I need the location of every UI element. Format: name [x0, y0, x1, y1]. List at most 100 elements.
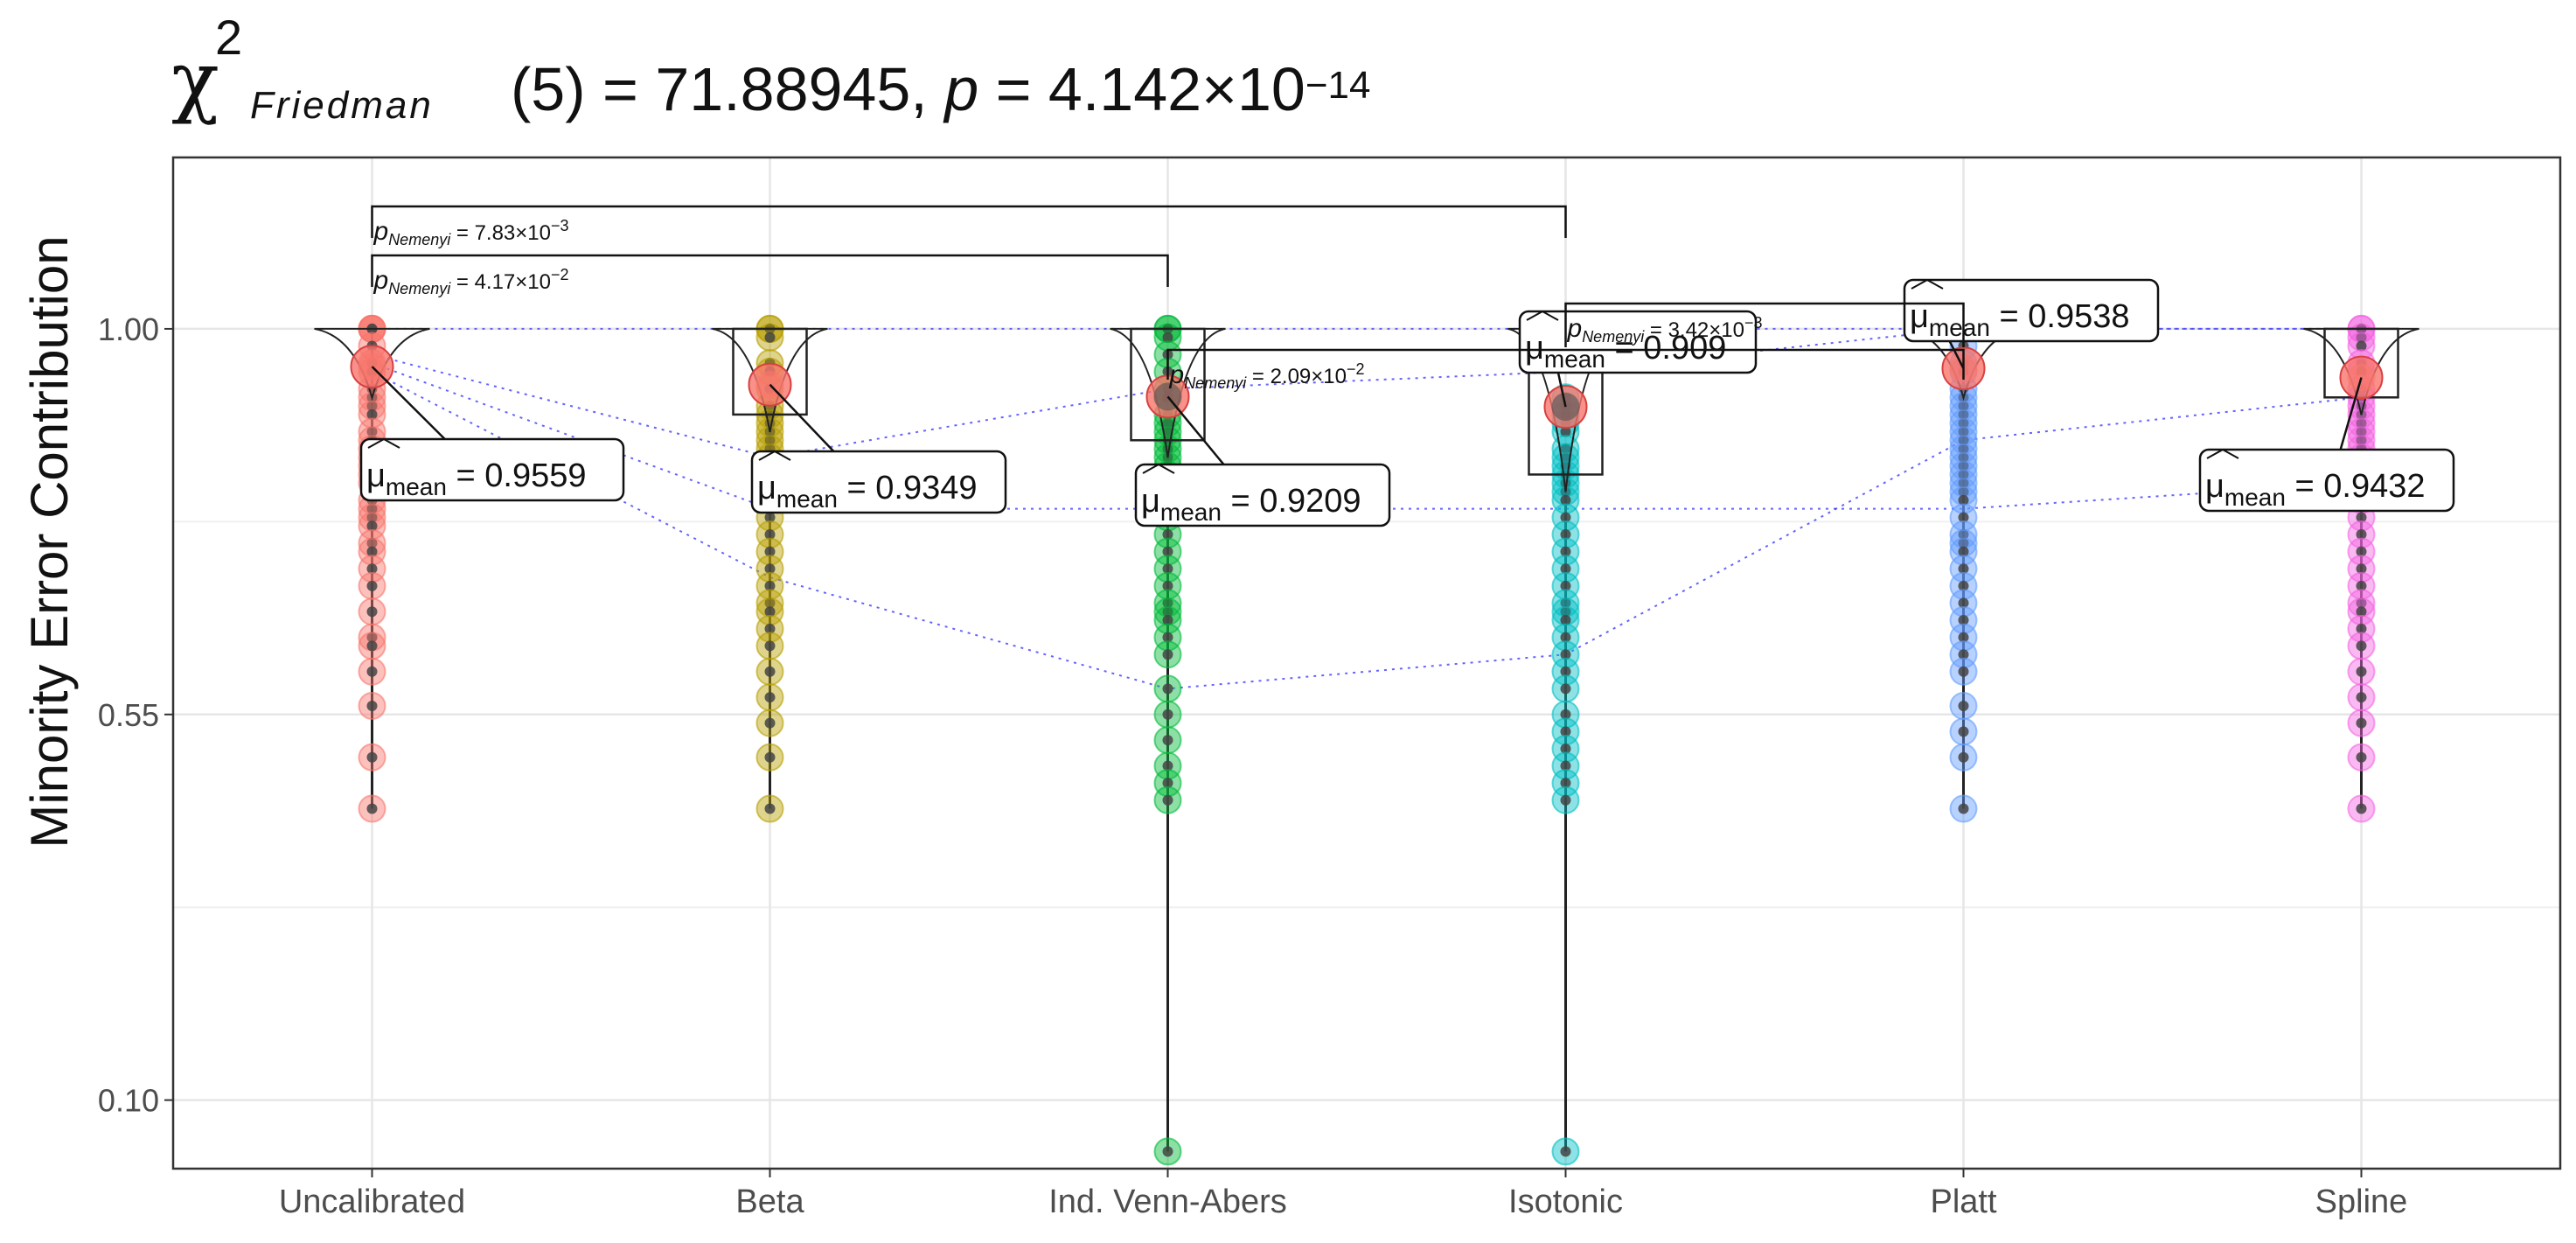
comparison-subscript: Nemenyi — [388, 231, 451, 248]
data-point-center — [1560, 726, 1571, 737]
mean-label: μmean = 0.9209 — [1141, 483, 1361, 526]
mean-label-value: = 0.9432 — [2286, 468, 2426, 505]
data-point-center — [2356, 640, 2367, 652]
data-point-center — [1958, 486, 1969, 498]
data-point-center — [366, 563, 378, 575]
statistic-text: (5) = 71.88945, — [511, 55, 945, 123]
data-point-center — [1958, 409, 1969, 420]
mean-label: μmean = 0.9432 — [2205, 468, 2426, 511]
comparison-bracket — [1166, 348, 1965, 380]
data-point-center — [764, 435, 776, 446]
chi-subscript: Friedman — [250, 84, 434, 127]
x-tick-label: Spline — [2315, 1184, 2408, 1220]
data-point-center — [366, 700, 378, 711]
mean-label-symbol: μ — [1910, 298, 1929, 335]
mean-label-symbol: μ — [1525, 330, 1544, 367]
data-point-center — [1162, 606, 1173, 618]
comparison-label: pNemenyi = 2.09×10−2 — [1169, 360, 1365, 392]
hat-right — [1158, 464, 1175, 474]
data-point-center — [1162, 529, 1173, 541]
hat-right — [2222, 449, 2239, 459]
data-point-center — [1958, 666, 1969, 677]
comparison-bracket — [371, 205, 1567, 238]
data-point-center — [2356, 546, 2367, 557]
data-point-center — [2356, 803, 2367, 814]
data-point-center — [2356, 597, 2367, 609]
data-point-center — [1560, 666, 1571, 677]
mean-label-box — [2198, 448, 2455, 513]
data-point-center — [1958, 443, 1969, 455]
data-point-center — [1958, 597, 1969, 609]
data-point-center — [1162, 649, 1173, 660]
y-tick-label: 0.55 — [98, 697, 159, 733]
data-point-center — [1162, 563, 1173, 575]
hat-right — [1926, 279, 1944, 290]
mean-label-symbol: μ — [757, 470, 776, 506]
data-point-center — [2356, 435, 2367, 446]
x-tick-label: Ind. Venn-Abers — [1048, 1184, 1287, 1220]
hat-left — [2206, 449, 2224, 459]
comparison-value: = 4.17×10 — [450, 270, 551, 294]
data-point-center — [764, 606, 776, 618]
data-point-center — [1560, 546, 1571, 557]
x-tick-label: Isotonic — [1508, 1184, 1623, 1220]
mean-label-symbol: μ — [366, 457, 386, 494]
data-point-center — [1560, 743, 1571, 754]
comparison-exponent: −3 — [1744, 314, 1763, 332]
data-point-center — [1162, 417, 1173, 429]
data-point-center — [2356, 623, 2367, 634]
data-point-center — [1560, 606, 1571, 618]
data-point-center — [2356, 563, 2367, 575]
violin-outline — [712, 327, 828, 433]
data-point-center — [2356, 692, 2367, 703]
data-point-center — [1958, 460, 1969, 471]
data-point-center — [366, 512, 378, 523]
data-point-center — [2356, 717, 2367, 729]
data-point-center — [366, 640, 378, 652]
data-point-center — [366, 580, 378, 591]
violin-outline — [2303, 327, 2419, 415]
data-point-center — [366, 503, 378, 514]
mean-label-subscript: mean — [1929, 314, 1990, 341]
data-point-center — [366, 803, 378, 814]
data-point-center — [2356, 751, 2367, 763]
data-point-center — [1560, 580, 1571, 591]
data-point-center — [1958, 632, 1969, 643]
data-point-center — [764, 717, 776, 729]
data-point-center — [1560, 683, 1571, 695]
hat-left — [758, 450, 776, 461]
comparison-p: p — [1169, 360, 1185, 389]
data-point-center — [1958, 546, 1969, 557]
comparison-exponent: −2 — [1347, 360, 1365, 378]
comparison-p: p — [373, 266, 389, 295]
data-point-center — [366, 426, 378, 437]
mean-label-symbol: μ — [2205, 468, 2224, 505]
paired-line — [372, 371, 2362, 690]
data-point-center — [366, 632, 378, 643]
data-point-center — [1560, 794, 1571, 806]
data-point-center — [764, 666, 776, 677]
comparison-subscript: Nemenyi — [1184, 374, 1247, 392]
mean-label-value: = 0.9349 — [838, 470, 978, 506]
data-point-center — [1958, 649, 1969, 660]
data-point-center — [1162, 332, 1173, 343]
hat-left — [367, 438, 385, 449]
x-tick-label: Uncalibrated — [279, 1184, 465, 1220]
data-point-center — [1958, 537, 1969, 548]
y-tick-label: 1.00 — [98, 311, 159, 347]
data-point-center — [764, 640, 776, 652]
comparison-subscript: Nemenyi — [388, 280, 451, 297]
comparison-label: pNemenyi = 3.42×10−3 — [1567, 314, 1763, 346]
data-point-center — [1560, 529, 1571, 541]
data-point-center — [1560, 709, 1571, 720]
mean-label-subscript: mean — [2224, 484, 2286, 511]
mean-label-value: = 0.9538 — [1990, 298, 2130, 335]
comparison-value: = 7.83×10 — [450, 221, 551, 245]
mean-label-box — [750, 450, 1007, 514]
comparison-label: pNemenyi = 4.17×10−2 — [373, 266, 569, 297]
mean-label-value: = 0.9209 — [1222, 483, 1361, 520]
data-point-center — [2356, 340, 2367, 352]
data-point-center — [1162, 709, 1173, 720]
data-point-center — [1958, 469, 1969, 480]
data-point-center — [764, 332, 776, 343]
